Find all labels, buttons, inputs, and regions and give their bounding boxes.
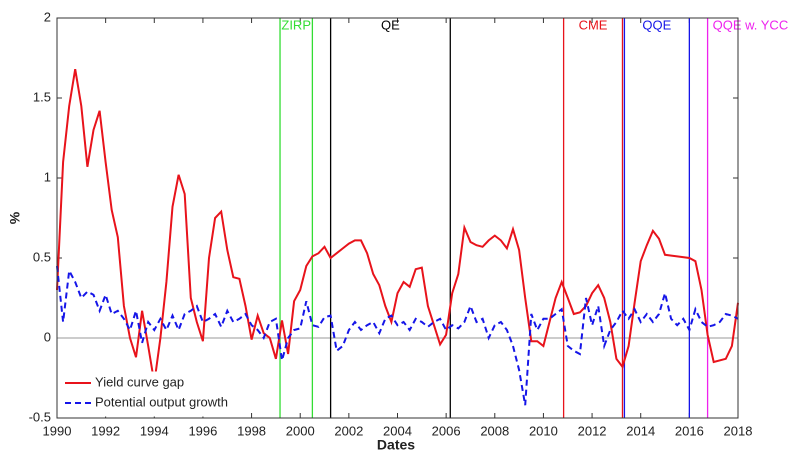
y-tick-label: 0.5 [33, 249, 51, 264]
x-tick-label: 2016 [675, 423, 704, 438]
x-tick-label: 2018 [724, 423, 753, 438]
x-tick-label: 2014 [626, 423, 655, 438]
y-tick-label: 0 [44, 329, 51, 344]
x-tick-label: 1990 [43, 423, 72, 438]
x-tick-label: 1992 [91, 423, 120, 438]
x-tick-label: 1996 [188, 423, 217, 438]
x-tick-label: 2012 [578, 423, 607, 438]
event-label: QE [381, 17, 400, 32]
x-tick-label: 2010 [529, 423, 558, 438]
y-tick-label: 1.5 [33, 89, 51, 104]
event-label: ZIRP [281, 17, 311, 32]
y-tick-label: -0.5 [29, 409, 51, 424]
legend-label: Yield curve gap [95, 374, 184, 389]
plot-frame [56, 17, 739, 419]
x-tick-label: 2000 [286, 423, 315, 438]
x-tick-label: 2006 [432, 423, 461, 438]
x-tick-label: 1994 [140, 423, 169, 438]
legend-label: Potential output growth [95, 394, 228, 409]
x-tick-label: 2002 [334, 423, 363, 438]
y-tick-label: 1 [44, 169, 51, 184]
x-axis-label: Dates [377, 437, 415, 453]
y-tick-label: 2 [44, 9, 51, 24]
event-label: QQE w. YCC [713, 17, 788, 32]
legend-box [58, 371, 246, 417]
event-label: QQE [642, 17, 671, 32]
series-line [56, 265, 739, 406]
y-axis-label: % [7, 211, 23, 224]
event-label: CME [579, 17, 608, 32]
series-line [56, 69, 739, 383]
x-tick-label: 2004 [383, 423, 412, 438]
x-tick-label: 1998 [237, 423, 266, 438]
x-tick-label: 2008 [480, 423, 509, 438]
